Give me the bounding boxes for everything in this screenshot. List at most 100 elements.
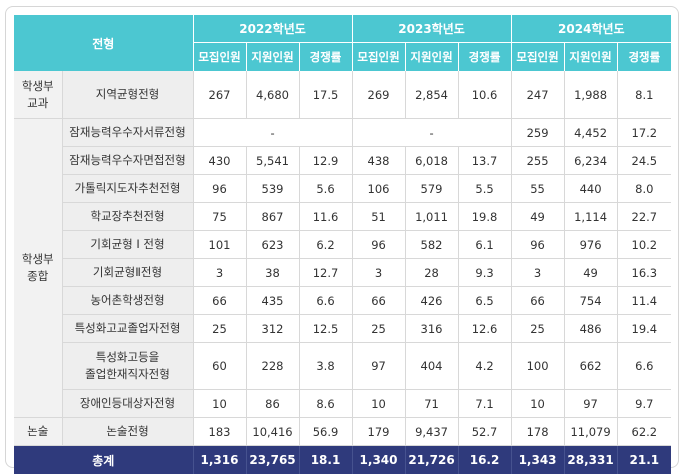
value-cell: 430 xyxy=(192,146,246,175)
category-cell: 학생부 종합 xyxy=(14,118,62,418)
value-cell: 754 xyxy=(563,286,618,315)
value-cell: 51 xyxy=(351,202,406,231)
header-ratio: 경쟁률 xyxy=(457,42,512,71)
value-cell: 579 xyxy=(404,174,459,203)
value-cell: - xyxy=(351,118,512,147)
value-cell: 22.7 xyxy=(616,202,672,231)
value-cell: 1,011 xyxy=(404,202,459,231)
value-cell: 55 xyxy=(510,174,565,203)
header-ratio: 경쟁률 xyxy=(298,42,353,71)
value-cell: 66 xyxy=(510,286,565,315)
value-cell: 1,988 xyxy=(563,71,618,119)
value-cell: 2,854 xyxy=(404,71,459,119)
table-row: 잠재능력우수자면접전형 430 5,541 12.9 438 6,018 13.… xyxy=(14,146,672,175)
table-row: 특성화고등을 졸업한재직자전형 60 228 3.8 97 404 4.2 100… xyxy=(14,342,672,390)
admission-type-cell: 특성화고등을 졸업한재직자전형 xyxy=(61,342,193,390)
value-cell: 56.9 xyxy=(298,417,353,446)
header-year-2024: 2024학년도 xyxy=(510,15,672,43)
value-cell: 486 xyxy=(563,314,618,343)
value-cell: 3.8 xyxy=(298,342,353,390)
value-cell: 259 xyxy=(510,118,565,147)
total-value: 1,316 xyxy=(192,445,246,474)
value-cell: 25 xyxy=(192,314,246,343)
total-value: 23,765 xyxy=(245,445,299,474)
value-cell: 49 xyxy=(563,258,618,287)
value-cell: 19.8 xyxy=(457,202,512,231)
admission-type-cell: 특성화고교졸업자전형 xyxy=(61,314,193,343)
table-row: 논술 논술전형 183 10,416 56.9 179 9,437 52.7 1… xyxy=(14,417,672,446)
value-cell: 316 xyxy=(404,314,459,343)
value-cell: 28 xyxy=(404,258,459,287)
value-cell: 25 xyxy=(351,314,406,343)
value-cell: 623 xyxy=(245,230,299,259)
value-cell: 4.2 xyxy=(457,342,512,390)
value-cell: 267 xyxy=(192,71,246,119)
value-cell: 8.6 xyxy=(298,389,353,418)
value-cell: 7.1 xyxy=(457,389,512,418)
value-cell: 1,114 xyxy=(563,202,618,231)
value-cell: 404 xyxy=(404,342,459,390)
value-cell: 10.6 xyxy=(457,71,512,119)
admission-type-cell: 가톨릭지도자추천전형 xyxy=(61,174,193,203)
value-cell: 6.6 xyxy=(616,342,672,390)
value-cell: 440 xyxy=(563,174,618,203)
table-row: 기회균형 I 전형 101 623 6.2 96 582 6.1 96 976 … xyxy=(14,230,672,259)
total-value: 28,331 xyxy=(563,445,618,474)
value-cell: 426 xyxy=(404,286,459,315)
value-cell: 10,416 xyxy=(245,417,299,446)
value-cell: 19.4 xyxy=(616,314,672,343)
value-cell: 5.6 xyxy=(298,174,353,203)
header-year-2022: 2022학년도 xyxy=(192,15,353,43)
value-cell: 3 xyxy=(192,258,246,287)
value-cell: 662 xyxy=(563,342,618,390)
admission-type-cell: 논술전형 xyxy=(61,417,193,446)
value-cell: 6.6 xyxy=(298,286,353,315)
value-cell: 247 xyxy=(510,71,565,119)
table-row: 학교장추천전형 75 867 11.6 51 1,011 19.8 49 1,1… xyxy=(14,202,672,231)
value-cell: 6.2 xyxy=(298,230,353,259)
value-cell: 8.0 xyxy=(616,174,672,203)
value-cell: 179 xyxy=(351,417,406,446)
value-cell: 62.2 xyxy=(616,417,672,446)
value-cell: 11.6 xyxy=(298,202,353,231)
value-cell: 6.5 xyxy=(457,286,512,315)
table-row: 특성화고교졸업자전형 25 312 12.5 25 316 12.6 25 48… xyxy=(14,314,672,343)
value-cell: 52.7 xyxy=(457,417,512,446)
value-cell: 438 xyxy=(351,146,406,175)
admission-type-cell: 기회균형 I 전형 xyxy=(61,230,193,259)
category-cell: 논술 xyxy=(14,417,62,446)
value-cell: 17.2 xyxy=(616,118,672,147)
value-cell: 66 xyxy=(351,286,406,315)
total-value: 16.2 xyxy=(457,445,512,474)
value-cell: 255 xyxy=(510,146,565,175)
value-cell: 16.3 xyxy=(616,258,672,287)
value-cell: 12.5 xyxy=(298,314,353,343)
admission-type-cell: 학교장추천전형 xyxy=(61,202,193,231)
header-year-2023: 2023학년도 xyxy=(351,15,512,43)
value-cell: 101 xyxy=(192,230,246,259)
value-cell: 12.6 xyxy=(457,314,512,343)
value-cell: 66 xyxy=(192,286,246,315)
admission-stats-table: 전형 2022학년도 2023학년도 2024학년도 모집인원 지원인원 경쟁률… xyxy=(14,15,672,474)
value-cell: 867 xyxy=(245,202,299,231)
value-cell: 60 xyxy=(192,342,246,390)
value-cell: 97 xyxy=(351,342,406,390)
value-cell: 10 xyxy=(510,389,565,418)
admission-type-cell: 기회균형Ⅱ전형 xyxy=(61,258,193,287)
category-cell: 학생부 교과 xyxy=(14,71,62,119)
total-value: 1,343 xyxy=(510,445,565,474)
value-cell: 11.4 xyxy=(616,286,672,315)
total-value: 21,726 xyxy=(404,445,459,474)
header-quota: 모집인원 xyxy=(351,42,406,71)
value-cell: 435 xyxy=(245,286,299,315)
admission-type-cell: 잠재능력우수자서류전형 xyxy=(61,118,193,147)
admission-type-cell: 잠재능력우수자면접전형 xyxy=(61,146,193,175)
value-cell: 10.2 xyxy=(616,230,672,259)
total-label: 총계 xyxy=(14,445,193,474)
table-row: 장애인등대상자전형 10 86 8.6 10 71 7.1 10 97 9.7 xyxy=(14,389,672,418)
value-cell: 3 xyxy=(351,258,406,287)
value-cell: 6,018 xyxy=(404,146,459,175)
header-quota: 모집인원 xyxy=(192,42,246,71)
value-cell: 228 xyxy=(245,342,299,390)
value-cell: 9,437 xyxy=(404,417,459,446)
